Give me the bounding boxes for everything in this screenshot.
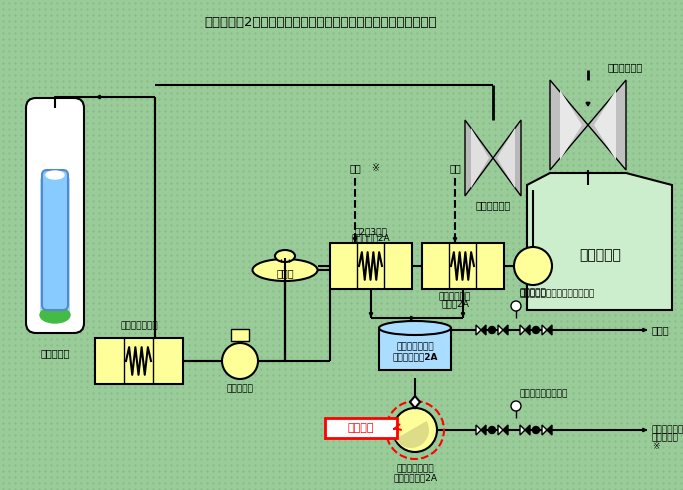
Text: 抽気: 抽気 (349, 163, 361, 173)
Text: 加熱器2A: 加熱器2A (441, 299, 469, 308)
Text: 低圧給水加熱器: 低圧給水加熱器 (396, 464, 434, 473)
Bar (330, 243, 412, 289)
Text: ドレンタンク2A: ドレンタンク2A (392, 352, 438, 362)
Polygon shape (547, 425, 552, 435)
Text: 水位制御弁（バックアップ用）: 水位制御弁（バックアップ用） (519, 289, 594, 298)
FancyBboxPatch shape (26, 98, 84, 333)
Text: 抽気: 抽気 (449, 163, 461, 173)
Polygon shape (476, 325, 481, 335)
Ellipse shape (46, 171, 64, 179)
Circle shape (511, 401, 521, 411)
Bar (379, 328, 451, 370)
Text: 復水ポンプ: 復水ポンプ (520, 289, 546, 297)
Text: 第１低圧給水: 第１低圧給水 (439, 292, 471, 301)
Polygon shape (594, 90, 616, 160)
Polygon shape (471, 128, 489, 188)
Text: 当該箇所: 当該箇所 (348, 423, 374, 433)
Bar (422, 243, 504, 289)
Circle shape (393, 408, 437, 452)
Circle shape (488, 426, 495, 434)
Text: 蒸気発生器: 蒸気発生器 (40, 348, 70, 358)
Text: 復　水　器: 復 水 器 (579, 248, 621, 262)
FancyBboxPatch shape (40, 177, 70, 318)
Polygon shape (481, 325, 486, 335)
Circle shape (511, 301, 521, 311)
Polygon shape (503, 425, 508, 435)
Polygon shape (481, 425, 486, 435)
Polygon shape (560, 90, 582, 160)
Text: ドレンポンプ2A: ドレンポンプ2A (393, 473, 437, 482)
Polygon shape (550, 80, 588, 170)
Text: ※: ※ (652, 441, 660, 450)
Polygon shape (588, 80, 626, 170)
FancyBboxPatch shape (42, 170, 68, 310)
Bar (231, 329, 249, 341)
Polygon shape (542, 425, 547, 435)
Bar (325, 418, 397, 438)
Polygon shape (410, 396, 420, 408)
Polygon shape (525, 425, 530, 435)
Text: 水位制御弁（常用）: 水位制御弁（常用） (519, 389, 568, 398)
Polygon shape (503, 325, 508, 335)
Text: 給水ポンプ: 給水ポンプ (227, 385, 253, 393)
Text: 第2〜3低圧: 第2〜3低圧 (354, 227, 387, 236)
Ellipse shape (40, 307, 70, 323)
Polygon shape (465, 120, 493, 196)
Ellipse shape (379, 321, 451, 335)
Text: 伊方発電所2号機　低圧給水加熱器ドレンポンプ廻り系統概略図: 伊方発電所2号機 低圧給水加熱器ドレンポンプ廻り系統概略図 (205, 16, 437, 28)
Polygon shape (476, 425, 481, 435)
Text: 低圧タービン: 低圧タービン (607, 62, 643, 72)
Circle shape (514, 247, 552, 285)
Text: 低圧給水加熱器: 低圧給水加熱器 (396, 343, 434, 351)
Circle shape (533, 426, 540, 434)
Text: 脱気器: 脱気器 (276, 268, 294, 278)
Polygon shape (542, 325, 547, 335)
Circle shape (533, 326, 540, 334)
Ellipse shape (275, 250, 295, 262)
Polygon shape (497, 128, 515, 188)
Polygon shape (520, 325, 525, 335)
Bar (95, 338, 183, 384)
Ellipse shape (253, 259, 318, 281)
Polygon shape (498, 425, 503, 435)
Circle shape (222, 343, 258, 379)
Text: 高圧タービン: 高圧タービン (475, 200, 511, 210)
Polygon shape (498, 325, 503, 335)
Polygon shape (527, 173, 672, 310)
Circle shape (488, 326, 495, 334)
Text: 給水加熱器2A: 給水加熱器2A (352, 233, 390, 242)
Text: 復水器: 復水器 (652, 325, 669, 335)
Polygon shape (547, 325, 552, 335)
Text: ※: ※ (371, 163, 379, 173)
Polygon shape (493, 120, 521, 196)
Text: 高圧給水加熱器: 高圧給水加熱器 (120, 321, 158, 330)
Wedge shape (395, 421, 429, 448)
Text: 加熱器出口: 加熱器出口 (652, 434, 679, 442)
Text: 第１低圧給水: 第１低圧給水 (652, 425, 683, 435)
Polygon shape (520, 425, 525, 435)
Polygon shape (525, 325, 530, 335)
